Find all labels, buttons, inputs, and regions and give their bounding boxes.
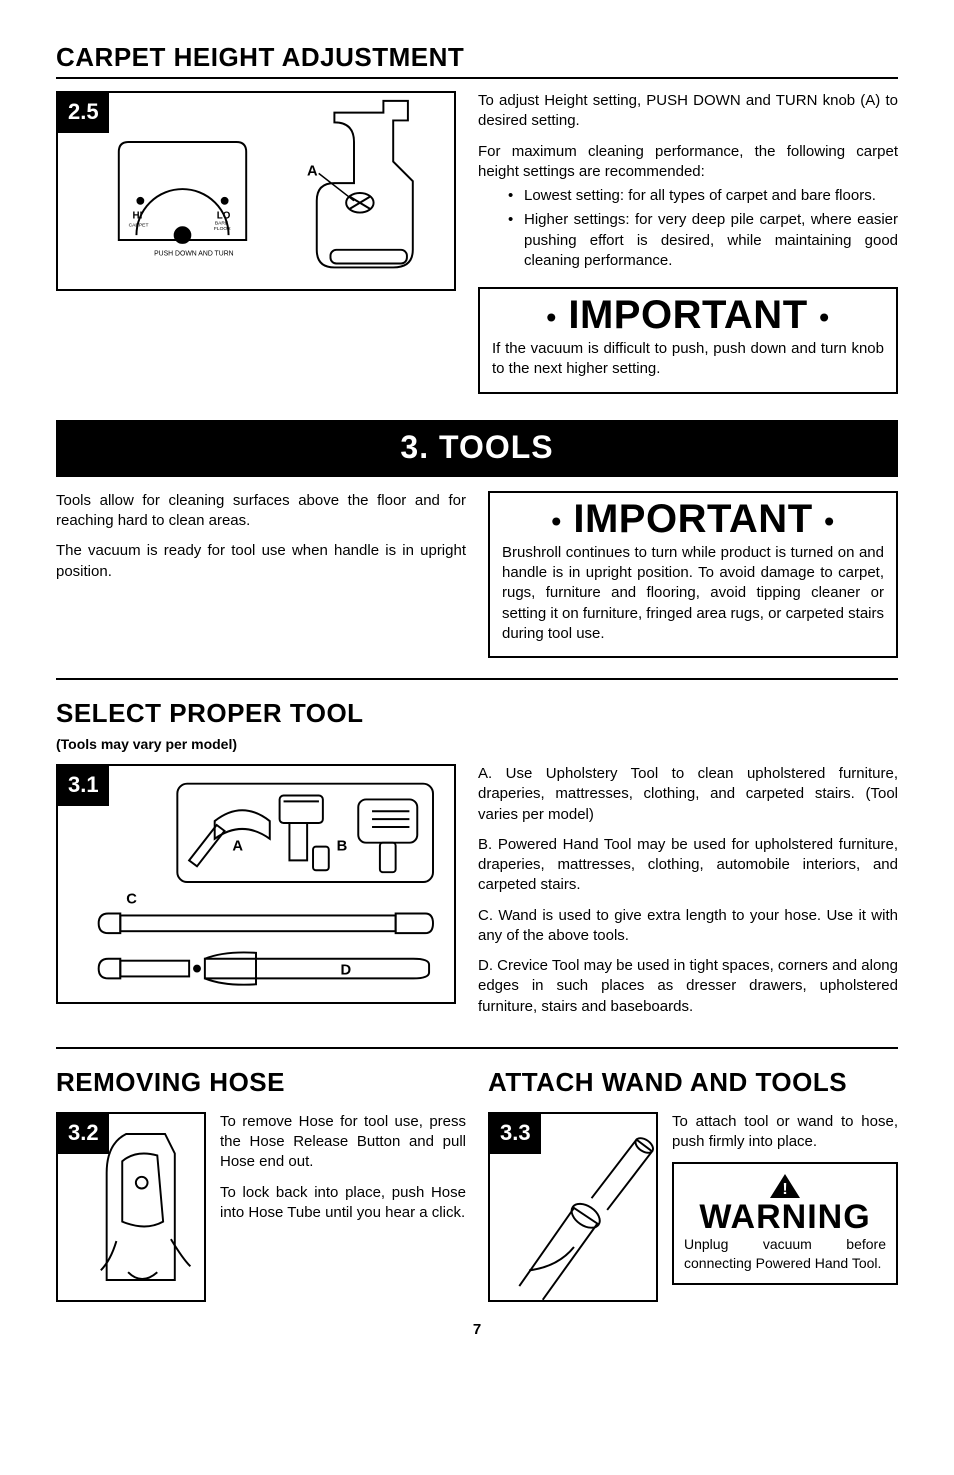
figure-2-5-svg: HI CARPET LO BARE FLOOR PUSH DOWN AND TU… [58,93,454,289]
figure-number-2-5: 2.5 [58,93,109,133]
important-title: • IMPORTANT • [502,499,884,539]
svg-text:!: ! [782,1181,787,1198]
tool-desc-c: C. Wand is used to give extra length to … [478,906,898,947]
heading-attach-wand: ATTACH WAND AND TOOLS [488,1065,898,1100]
important-body: Brushroll continues to turn while produc… [502,543,884,644]
tools-intro-p2: The vacuum is ready for tool use when ha… [56,541,466,582]
figure-3-1: 3.1 [56,764,456,1004]
warning-box: ! WARNING Unplug vacuum before connectin… [672,1162,898,1284]
tool-desc-d: D. Crevice Tool may be used in tight spa… [478,956,898,1017]
tool-label-a: A [232,839,243,855]
tool-desc-b: B. Powered Hand Tool may be used for uph… [478,835,898,896]
heading-select-tool: SELECT PROPER TOOL [56,696,898,731]
carpet-adjust-text: To adjust Height setting, PUSH DOWN and … [478,91,898,132]
divider [56,1047,898,1049]
carpet-rec-item: Higher settings: for very deep pile carp… [524,210,898,271]
divider [56,678,898,680]
heading-carpet-height: CARPET HEIGHT ADJUSTMENT [56,40,898,79]
remove-hose-p1: To remove Hose for tool use, press the H… [220,1112,466,1173]
svg-text:FLOOR: FLOOR [214,226,231,232]
important-title: • IMPORTANT • [492,295,884,335]
important-box-tools: • IMPORTANT • Brushroll continues to tur… [488,491,898,658]
page-number: 7 [56,1320,898,1340]
tool-desc-a: A. Use Upholstery Tool to clean upholste… [478,764,898,825]
figure-2-5: 2.5 HI CARPET LO BARE FLOOR PUSH DOW [56,91,456,291]
figure-number-3-3: 3.3 [490,1114,541,1154]
important-box-carpet: • IMPORTANT • If the vacuum is difficult… [478,287,898,394]
figure-number-3-2: 3.2 [58,1114,109,1154]
carpet-rec-item: Lowest setting: for all types of carpet … [524,186,898,206]
figure-3-3: 3.3 [488,1112,658,1302]
figure-number-3-1: 3.1 [58,766,109,806]
tools-intro-p1: Tools allow for cleaning surfaces above … [56,491,466,532]
dial-caption: PUSH DOWN AND TURN [154,251,234,258]
important-title-text: IMPORTANT [568,293,807,337]
tool-label-d: D [341,962,352,978]
figure-3-2: 3.2 [56,1112,206,1302]
important-body: If the vacuum is difficult to push, push… [492,339,884,380]
attach-p1: To attach tool or wand to hose, push fir… [672,1112,898,1153]
dial-hi-label: HI [133,211,143,222]
figure-3-1-svg: A B C D [58,766,454,1002]
carpet-rec-intro: For maximum cleaning performance, the fo… [478,142,898,183]
remove-hose-p2: To lock back into place, push Hose into … [220,1183,466,1224]
warning-title: WARNING [684,1202,886,1233]
knob-label-a: A [307,163,318,179]
carpet-rec-list: Lowest setting: for all types of carpet … [478,186,898,271]
tool-label-b: B [337,839,348,855]
svg-text:BARE: BARE [215,220,229,226]
heading-removing-hose: REMOVING HOSE [56,1065,466,1100]
warning-icon: ! [768,1172,802,1200]
section-band-tools: 3. TOOLS [56,420,898,477]
svg-text:CARPET: CARPET [129,222,149,228]
important-title-text: IMPORTANT [573,497,812,541]
tool-label-c: C [126,892,137,908]
select-tool-note: (Tools may vary per model) [56,735,898,754]
warning-body: Unplug vacuum before connecting Powered … [684,1235,886,1273]
dial-lo-label: LO [217,211,231,222]
